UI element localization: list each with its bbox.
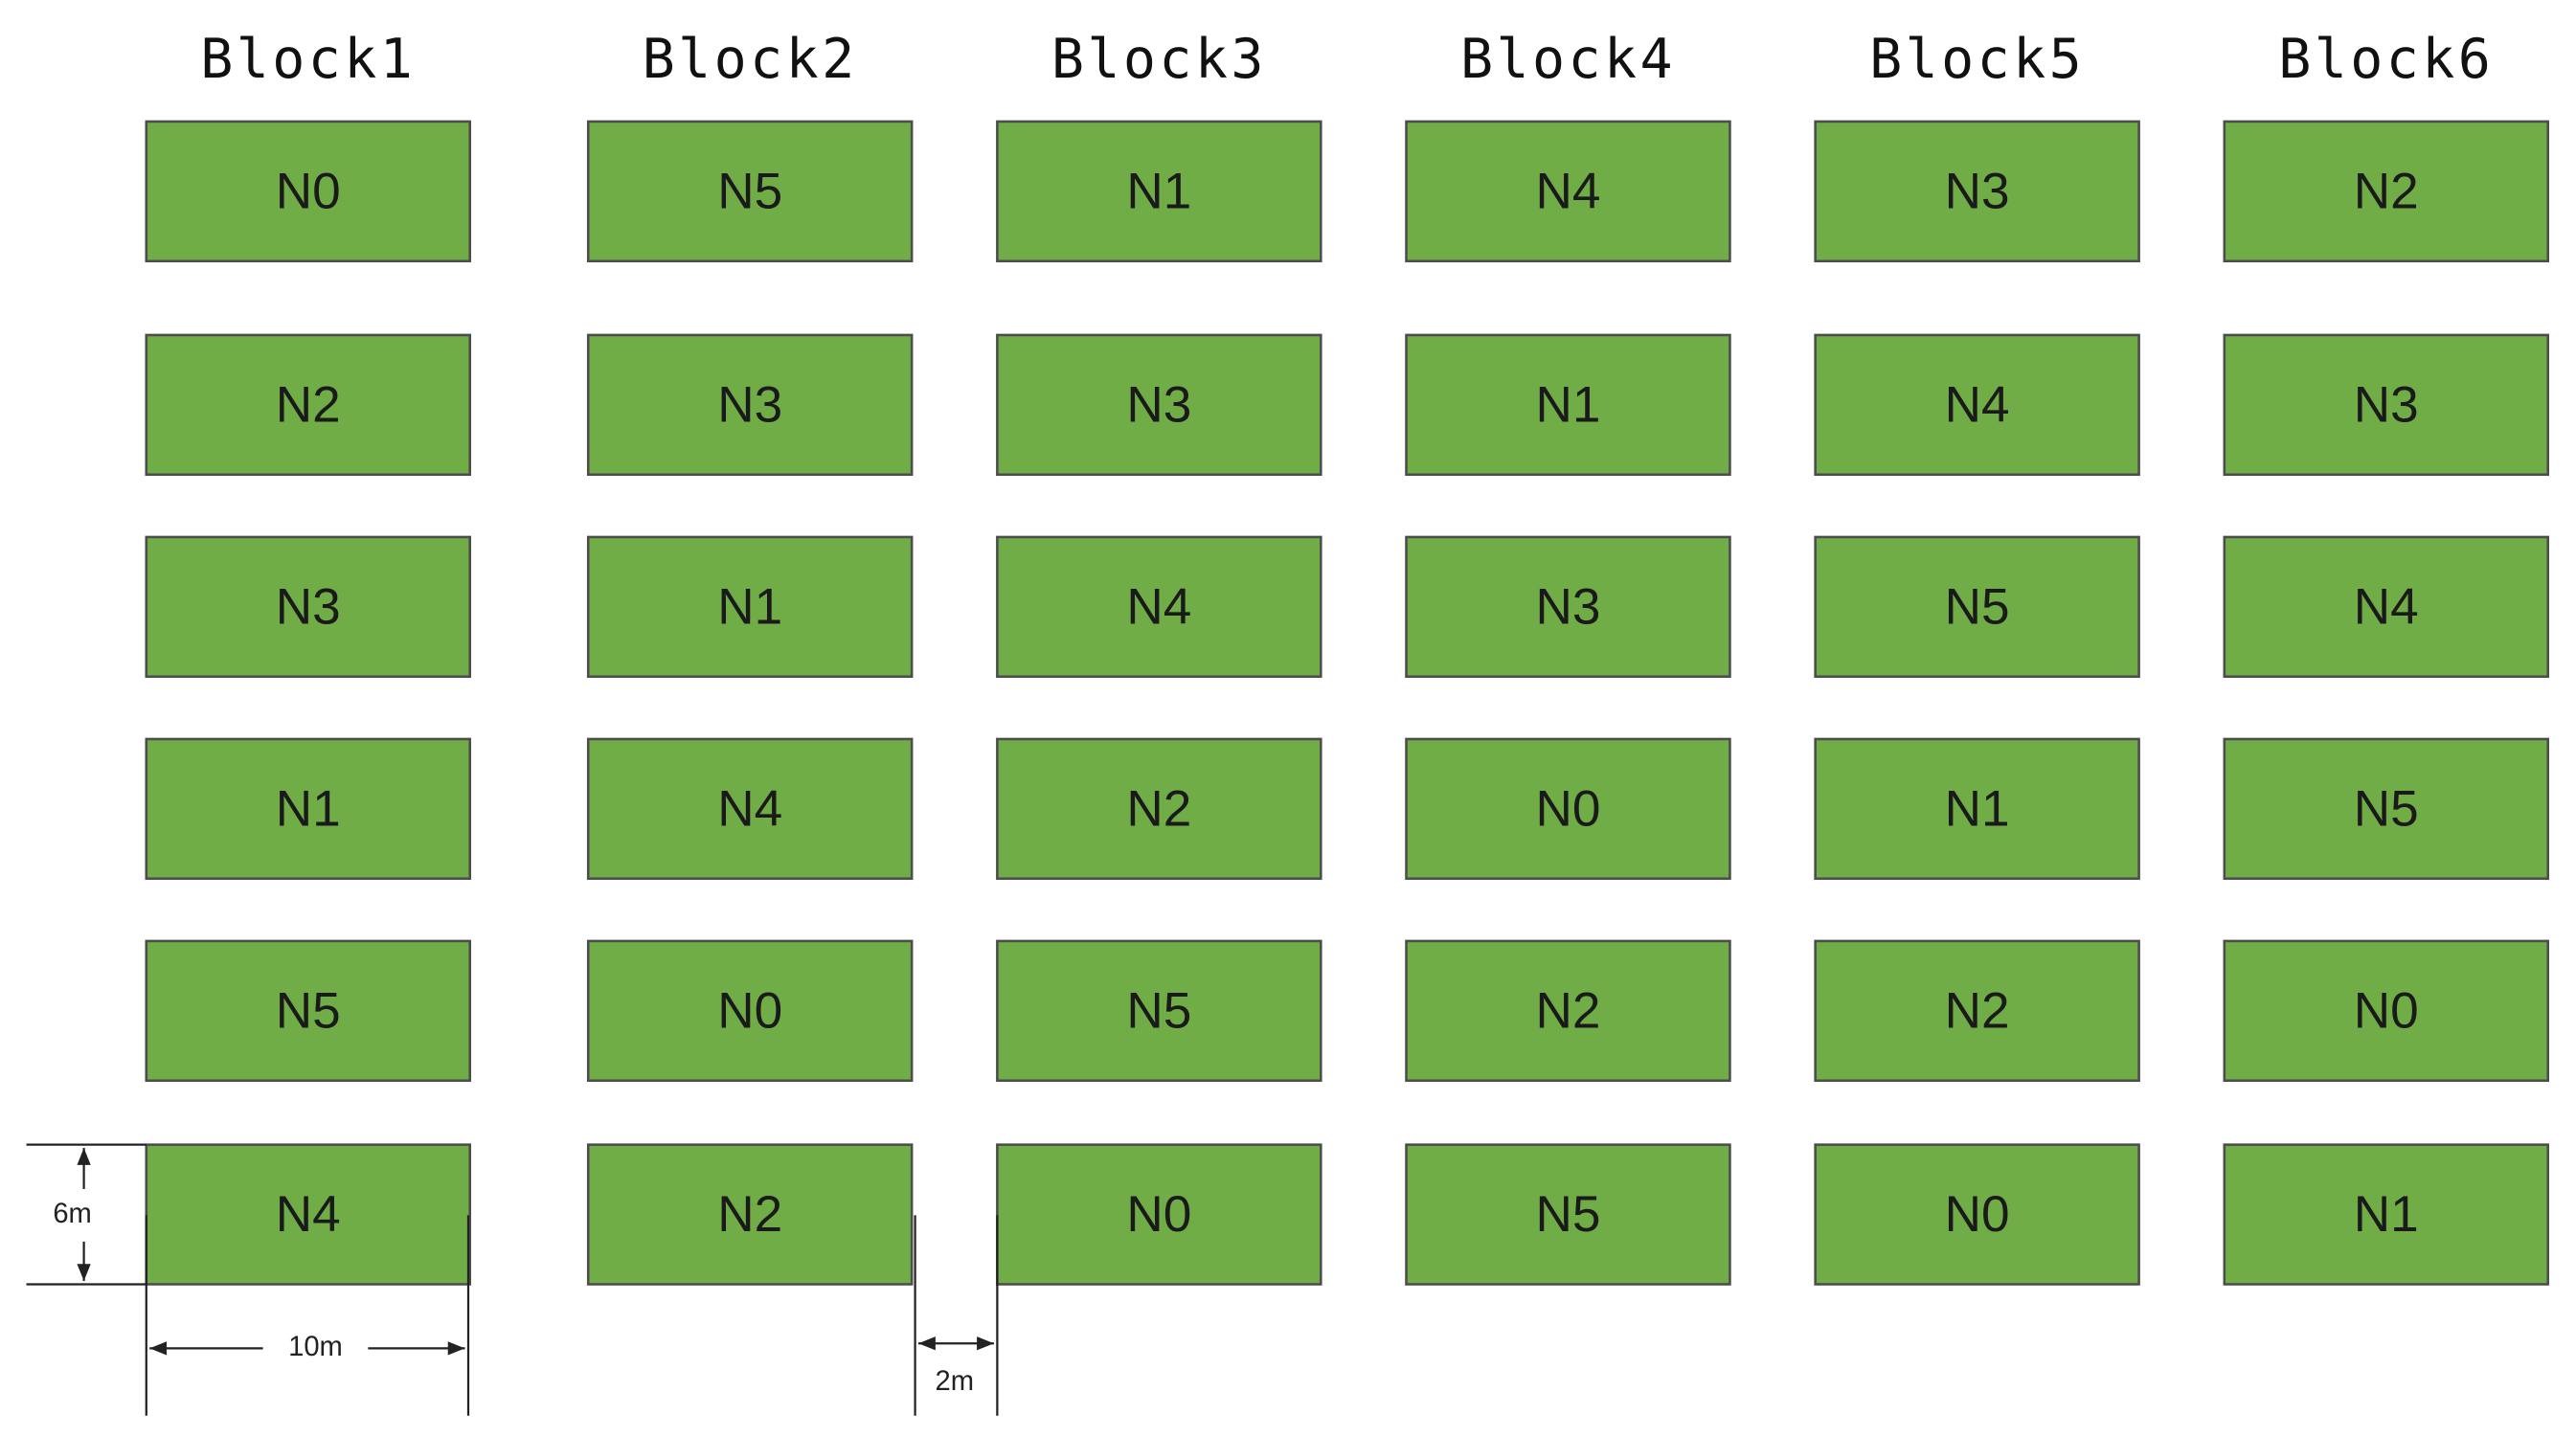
plot [996,1143,1322,1286]
plot-label: N0 [276,163,341,219]
plot [145,120,472,263]
block-title: Block1 [200,28,416,91]
plot-label: N1 [717,578,782,635]
plot [1814,737,2140,881]
plot-label: N4 [1126,578,1191,635]
plot-label: N3 [276,578,341,635]
dimension-label: 2m [936,1366,975,1397]
dimension-label: 10m [288,1332,343,1362]
plot-label: N1 [1126,163,1191,219]
plot [996,939,1322,1083]
plot [1405,1143,1731,1286]
plot [996,535,1322,679]
plot [2223,1143,2550,1286]
plot [996,737,1322,881]
plot [145,737,472,881]
plot-label: N2 [1536,982,1601,1039]
plot [1814,939,2140,1083]
plot-label: N1 [276,780,341,837]
plot [1814,535,2140,679]
plot [1405,120,1731,263]
plot [586,939,914,1083]
plot [1814,120,2140,263]
plot [586,1143,914,1286]
plot-label: N5 [1126,982,1191,1039]
plot-label: N2 [276,376,341,433]
plot [145,939,472,1083]
plot-label: N5 [1536,1186,1601,1243]
plot [145,1143,472,1286]
block-title: Block6 [2278,28,2494,91]
plot [145,535,472,679]
plot-label: N2 [1945,982,2010,1039]
plot-label: N0 [2354,982,2419,1039]
dimension-label: 6m [53,1199,92,1229]
plot-label: N4 [276,1186,341,1243]
block-title: Block2 [643,28,858,91]
plot [996,120,1322,263]
plot [1405,535,1731,679]
plot-label: N0 [1945,1186,2010,1243]
plot-label: N2 [717,1186,782,1243]
plot-label: N4 [2354,578,2419,635]
plot [2223,120,2550,263]
plot-label: N3 [1126,376,1191,433]
plot-label: N0 [717,982,782,1039]
plot-label: N0 [1536,780,1601,837]
plot-label: N5 [717,163,782,219]
plot [2223,535,2550,679]
plot-label: N3 [717,376,782,433]
plot [2223,737,2550,881]
plot-label: N1 [1945,780,2010,837]
block-title: Block3 [1051,28,1267,91]
plot-label: N3 [2354,376,2419,433]
gap-dimension: 2m [914,1215,999,1416]
block-title: Block4 [1460,28,1676,91]
plot-label: N5 [2354,780,2419,837]
plot-label: N3 [1536,578,1601,635]
plot [145,333,472,477]
plot [1405,333,1731,477]
width-dimension: 10m [145,1215,470,1416]
plot [1814,1143,2140,1286]
plot [2223,939,2550,1083]
plot [2223,333,2550,477]
plot [586,535,914,679]
grid: Block1 N0 N2 N3 N1 N5 N4 Block2 N5 N3 N1 N4 N0 N2 Bloc… [145,28,2550,1286]
plot-label: N1 [1536,376,1601,433]
plot-label: N4 [1536,163,1601,219]
plot-label: N2 [2354,163,2419,219]
plot-label: N1 [2354,1186,2419,1243]
plot [586,120,914,263]
plot [1814,333,2140,477]
plot [1405,939,1731,1083]
plot-label: N5 [276,982,341,1039]
block-title: Block5 [1869,28,2085,91]
plot-label: N2 [1126,780,1191,837]
plot [1405,737,1731,881]
plot [586,333,914,477]
plot [586,737,914,881]
height-dimension: 6m [26,1143,147,1286]
plot-label: N3 [1945,163,2010,219]
plot-label: N5 [1945,578,2010,635]
plot [996,333,1322,477]
plot-label: N0 [1126,1186,1191,1243]
plot-label: N4 [1945,376,2010,433]
plot-label: N4 [717,780,782,837]
